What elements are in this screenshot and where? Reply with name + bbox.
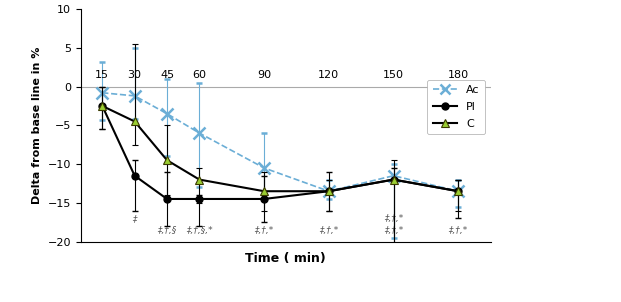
Text: 90: 90 bbox=[257, 70, 271, 80]
Text: ‡: ‡ bbox=[132, 214, 137, 223]
Text: ‡,†,*: ‡,†,* bbox=[384, 226, 403, 235]
Text: 180: 180 bbox=[448, 70, 469, 80]
Text: 150: 150 bbox=[383, 70, 404, 80]
Legend: Ac, Pl, C: Ac, Pl, C bbox=[427, 80, 485, 134]
Text: ‡,†,*: ‡,†,* bbox=[319, 226, 338, 235]
Text: 15: 15 bbox=[95, 70, 109, 80]
Text: ‡,†,*: ‡,†,* bbox=[384, 214, 403, 223]
Text: ‡,†,*: ‡,†,* bbox=[448, 226, 468, 235]
Text: 60: 60 bbox=[193, 70, 206, 80]
Text: ‡,†,§,*: ‡,†,§,* bbox=[186, 226, 212, 235]
Text: 120: 120 bbox=[318, 70, 339, 80]
Text: ‡,†,§: ‡,†,§ bbox=[157, 226, 176, 235]
Text: 45: 45 bbox=[160, 70, 174, 80]
Text: 30: 30 bbox=[128, 70, 142, 80]
Y-axis label: Delta from base line in %: Delta from base line in % bbox=[32, 47, 42, 204]
Text: ‡,†,*: ‡,†,* bbox=[255, 226, 274, 235]
X-axis label: Time ( min): Time ( min) bbox=[245, 252, 326, 265]
